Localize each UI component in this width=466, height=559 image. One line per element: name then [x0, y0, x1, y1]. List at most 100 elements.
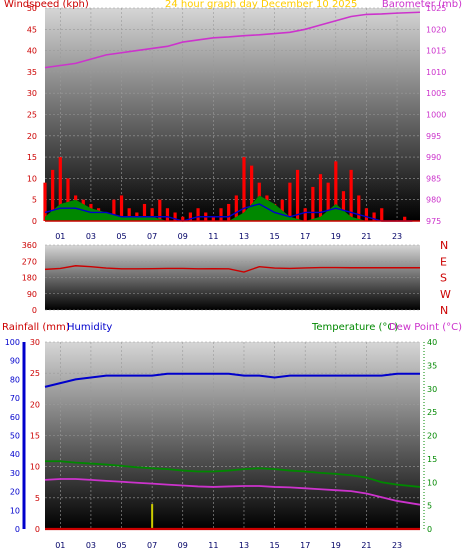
rain-bar — [151, 504, 154, 529]
temp-ytick-label: 40 — [427, 338, 437, 347]
xtick-label: 19 — [331, 232, 341, 241]
rain-ytick-label: 10 — [30, 463, 40, 472]
ytick-right-label: 975 — [426, 217, 441, 226]
wind-gust-bar — [173, 212, 177, 221]
dewpoint-axis-label: Dew Point (°C) — [389, 322, 462, 333]
wind-gust-bar — [341, 191, 346, 221]
humidity-ytick-label: 90 — [10, 357, 20, 366]
wind-avg-area — [45, 195, 413, 221]
humidity-axis-label: Humidity — [67, 322, 112, 333]
xtick-label: 03 — [86, 541, 96, 550]
direction-ytick-label: 360 — [22, 241, 37, 250]
xtick-label: 05 — [116, 232, 126, 241]
ytick-right-label: 1010 — [426, 68, 446, 77]
xtick-label: 11 — [208, 541, 218, 550]
ytick-right-label: 985 — [426, 174, 441, 183]
wind-gust-bar — [142, 203, 147, 221]
ytick-right-label: 1020 — [426, 25, 446, 34]
ytick-right-label: 995 — [426, 132, 441, 141]
xtick-label: 13 — [239, 232, 249, 241]
compass-label: N — [440, 239, 448, 252]
temp-ytick-label: 0 — [427, 525, 432, 534]
ytick-left-label: 35 — [27, 68, 37, 77]
xtick-label: 09 — [178, 541, 188, 550]
humidity-ytick-label: 30 — [10, 469, 20, 478]
wind-gust-bar — [372, 212, 376, 221]
xtick-label: 23 — [392, 541, 402, 550]
wind-gust-bar — [318, 174, 323, 221]
ytick-left-label: 20 — [27, 132, 37, 141]
rainfall-axis-label: Rainfall (mm) — [2, 322, 70, 333]
xtick-label: 17 — [300, 232, 310, 241]
wind-gust-bar — [165, 208, 170, 221]
compass-label: N — [440, 304, 448, 317]
windspeed-axis-label: Windspeed (kph) — [4, 0, 89, 10]
temperature-axis-label: Temperature (°C) — [311, 322, 398, 333]
temp-ytick-label: 20 — [427, 432, 437, 441]
chart-title: 24 hour graph day December 10 2025 — [165, 0, 357, 10]
humidity-ytick-label: 70 — [10, 394, 20, 403]
dewpoint-line — [44, 478, 421, 506]
ytick-left-label: 10 — [27, 174, 37, 183]
temperature-line — [45, 460, 421, 488]
xtick-label: 03 — [86, 232, 96, 241]
compass-label: E — [440, 255, 447, 268]
ytick-right-label: 1005 — [426, 89, 446, 98]
wind-gust-bar — [119, 195, 124, 221]
xtick-label: 09 — [178, 232, 188, 241]
ytick-left-label: 50 — [27, 4, 37, 13]
xtick-label: 01 — [55, 541, 65, 550]
wind-gust-bar — [334, 161, 338, 221]
ytick-right-label: 1015 — [426, 47, 446, 56]
ytick-left-label: 15 — [27, 153, 37, 162]
xtick-label: 07 — [147, 232, 157, 241]
wind-gust-bar — [288, 182, 292, 221]
direction-ytick-label: 0 — [32, 306, 37, 315]
rain-ytick-label: 0 — [35, 525, 40, 534]
ytick-right-label: 1025 — [426, 4, 446, 13]
temp-ytick-label: 5 — [427, 502, 432, 511]
wind-gust-bar — [227, 203, 231, 221]
wind-gust-bar — [303, 208, 307, 221]
chart-marks: 0510152025303540455097598098599099510001… — [5, 4, 451, 550]
humidity-ytick-label: 100 — [5, 338, 20, 347]
rain-ytick-label: 15 — [30, 432, 40, 441]
humidity-ytick-label: 20 — [10, 488, 20, 497]
wind-gust-bar — [364, 208, 369, 221]
temp-ytick-label: 10 — [427, 478, 437, 487]
humidity-ytick-label: 40 — [10, 450, 20, 459]
ytick-left-label: 40 — [27, 47, 37, 56]
wind-gust-bar — [234, 195, 238, 221]
wind-gust-bar — [250, 165, 254, 221]
barometer-line — [44, 11, 421, 69]
ytick-right-label: 1000 — [426, 111, 446, 120]
xtick-label: 17 — [300, 541, 310, 550]
rain-ytick-label: 25 — [30, 369, 40, 378]
wind-gust-bar — [403, 216, 407, 221]
wind-gust-bar — [280, 199, 284, 221]
ytick-left-label: 5 — [32, 196, 37, 205]
temp-ytick-label: 25 — [427, 408, 437, 417]
wind-gust-bar — [196, 208, 200, 221]
xtick-label: 11 — [208, 232, 218, 241]
humidity-ytick-label: 60 — [10, 413, 20, 422]
humidity-ytick-label: 50 — [10, 432, 20, 441]
wind-gust-bar — [158, 199, 162, 221]
wind-gust-bar — [188, 212, 193, 221]
wind-gust-bar — [127, 208, 131, 221]
wind-direction-line — [44, 265, 420, 273]
wind-gust-bar — [295, 169, 300, 221]
xtick-label: 23 — [392, 232, 402, 241]
wind-gust-bar — [357, 195, 361, 221]
rain-ytick-label: 20 — [30, 400, 40, 409]
wind-gust-bar — [311, 186, 315, 221]
wind-gust-bar — [380, 208, 384, 221]
wind-gust-bar — [349, 169, 353, 221]
wind-speed-line — [44, 203, 413, 222]
xtick-label: 19 — [331, 541, 341, 550]
temp-ytick-label: 15 — [427, 455, 437, 464]
humidity-ytick-label: 80 — [10, 375, 20, 384]
rain-ytick-label: 30 — [30, 338, 40, 347]
xtick-label: 21 — [361, 541, 371, 550]
